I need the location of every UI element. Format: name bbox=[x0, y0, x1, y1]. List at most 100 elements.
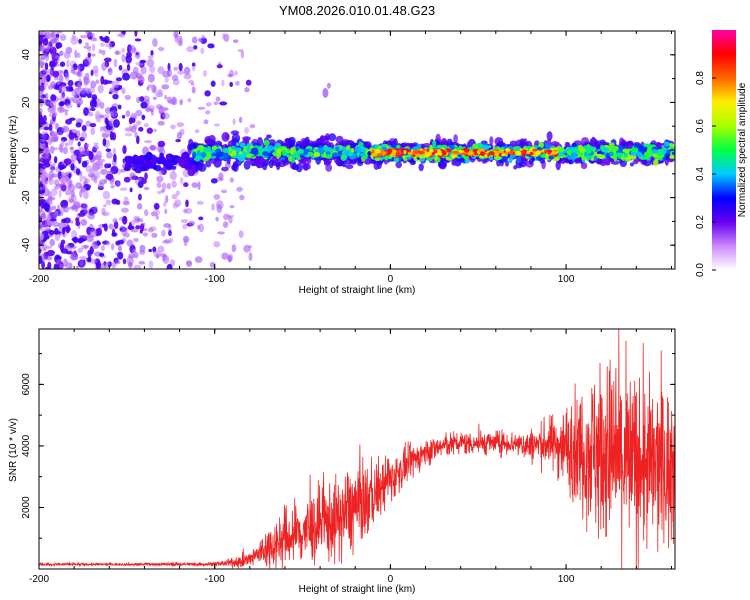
spectrogram-cell bbox=[131, 47, 137, 52]
spectrogram-cell bbox=[331, 152, 340, 158]
spectrogram-cell bbox=[69, 86, 74, 92]
spectrogram-cell bbox=[162, 201, 167, 208]
spectrogram-cell bbox=[59, 101, 65, 106]
spectrogram-cell bbox=[122, 145, 127, 155]
spectrogram-cell bbox=[78, 38, 82, 44]
colorbar-gradient bbox=[712, 30, 736, 270]
spectrogram-cell bbox=[496, 150, 502, 154]
spectrogram-cell bbox=[99, 101, 105, 110]
y-tick-label: -20 bbox=[21, 190, 32, 205]
spectrogram-cell bbox=[204, 90, 211, 97]
spectrogram-y-label: Frequency (Hz) bbox=[8, 116, 19, 185]
spectrogram-heatmap bbox=[39, 31, 675, 269]
spectrogram-cell bbox=[114, 259, 121, 265]
spectrogram-cell bbox=[123, 176, 131, 183]
spectrogram-cell bbox=[102, 138, 107, 147]
spectrogram-cell bbox=[39, 85, 45, 95]
spectrogram-cell bbox=[110, 184, 115, 189]
spectrogram-cell bbox=[552, 151, 558, 155]
spectrogram-cell bbox=[302, 163, 311, 170]
spectrogram-cell bbox=[55, 42, 60, 50]
spectrogram-cell bbox=[169, 237, 174, 244]
spectrogram-cell bbox=[43, 54, 50, 59]
spectrogram-cell bbox=[85, 143, 90, 148]
spectrogram-cell bbox=[637, 152, 643, 158]
spectrogram-cell bbox=[147, 55, 154, 59]
spectrogram-cell bbox=[78, 153, 83, 160]
spectrogram-cell bbox=[105, 148, 112, 153]
spectrogram-cell bbox=[108, 43, 112, 50]
spectrogram-cell bbox=[134, 31, 138, 37]
spectrogram-cell bbox=[60, 128, 66, 132]
colorbar-label: Normalized spectral amplitude bbox=[737, 82, 748, 217]
spectrogram-cell bbox=[246, 145, 251, 153]
spectrogram-cell bbox=[280, 156, 286, 161]
spectrogram-cell bbox=[201, 34, 206, 40]
spectrogram-cell bbox=[112, 93, 119, 100]
spectrogram-cell bbox=[48, 200, 53, 206]
spectrogram-cell bbox=[235, 147, 242, 153]
spectrogram-cell bbox=[611, 145, 619, 152]
spectrogram-cell bbox=[92, 65, 99, 74]
spectrogram-cell bbox=[90, 69, 94, 76]
spectrogram-cell bbox=[136, 217, 141, 222]
spectrogram-cell bbox=[112, 218, 118, 223]
spectrogram-cell bbox=[161, 84, 170, 90]
spectrogram-cell bbox=[557, 147, 565, 152]
spectrogram-cell bbox=[139, 159, 144, 167]
spectrogram-cell bbox=[41, 133, 47, 139]
spectrogram-cell bbox=[61, 218, 67, 224]
spectrogram-cell bbox=[73, 201, 81, 210]
spectrogram-cell bbox=[87, 212, 96, 220]
spectrogram-cell bbox=[158, 170, 164, 176]
spectrogram-cell bbox=[59, 61, 66, 67]
spectrogram-cell bbox=[139, 59, 147, 64]
spectrogram-cell bbox=[229, 204, 235, 209]
spectrogram-cell bbox=[323, 146, 329, 151]
spectrogram-cell bbox=[262, 162, 268, 171]
spectrogram-cell bbox=[136, 96, 141, 104]
spectrogram-cell bbox=[622, 148, 629, 153]
spectrogram-cell bbox=[104, 117, 109, 125]
spectrogram-cell bbox=[102, 79, 109, 85]
spectrogram-cell bbox=[579, 148, 586, 154]
chart-title: YM08.2026.010.01.48.G23 bbox=[279, 3, 435, 18]
spectrogram-cell bbox=[49, 145, 55, 154]
spectrogram-cell bbox=[72, 236, 78, 244]
spectrogram-cell bbox=[211, 152, 216, 157]
spectrogram-cell bbox=[59, 242, 65, 252]
spectrogram-cell bbox=[652, 153, 659, 157]
spectrogram-cell bbox=[250, 147, 259, 155]
spectrogram-cell bbox=[131, 117, 136, 123]
spectrogram-cell bbox=[39, 36, 44, 45]
spectrogram-cell bbox=[113, 119, 120, 128]
spectrogram-cell bbox=[59, 144, 64, 154]
spectrogram-cell bbox=[111, 261, 117, 269]
spectrogram-cell bbox=[132, 123, 138, 130]
spectrogram-cell bbox=[87, 111, 94, 117]
spectrogram-cell bbox=[65, 189, 71, 196]
spectrogram-cell bbox=[267, 153, 272, 160]
spectrogram-cell bbox=[532, 148, 538, 152]
spectrogram-cell bbox=[152, 38, 158, 47]
spectrogram-cell bbox=[99, 42, 105, 47]
spectrogram-cell bbox=[171, 74, 179, 81]
spectrogram-cell bbox=[220, 189, 228, 194]
spectrogram-cell bbox=[367, 151, 372, 156]
spectrogram-y-ticks: -40 -20 0 20 40 bbox=[21, 30, 675, 270]
spectrogram-cell bbox=[653, 159, 659, 166]
spectrogram-cell bbox=[584, 144, 593, 152]
spectrogram-cell bbox=[616, 152, 623, 158]
spectrogram-cell bbox=[196, 224, 201, 230]
spectrogram-cell bbox=[146, 86, 150, 91]
spectrogram-cell bbox=[40, 200, 45, 210]
spectrogram-cell bbox=[132, 66, 139, 74]
spectrogram-cell bbox=[70, 220, 74, 224]
spectrogram-cell bbox=[203, 119, 209, 125]
spectrogram-cell bbox=[42, 37, 49, 46]
spectrogram-cell bbox=[103, 57, 112, 63]
spectrogram-cell bbox=[155, 104, 163, 110]
spectrogram-cell bbox=[355, 147, 362, 152]
spectrogram-cell bbox=[105, 151, 113, 159]
spectrogram-cell bbox=[39, 73, 44, 82]
